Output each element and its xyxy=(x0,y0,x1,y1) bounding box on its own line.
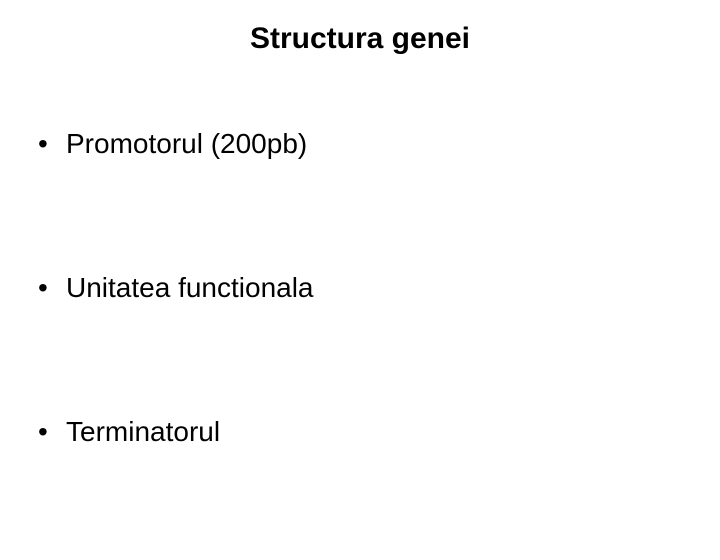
bullet-marker-icon: • xyxy=(38,272,66,304)
bullet-text: Promotorul (200pb) xyxy=(66,128,307,160)
list-item: • Terminatorul xyxy=(38,416,678,448)
bullet-text: Unitatea functionala xyxy=(66,272,314,304)
bullet-list: • Promotorul (200pb) • Unitatea function… xyxy=(38,128,678,560)
list-item: • Unitatea functionala xyxy=(38,272,678,304)
bullet-marker-icon: • xyxy=(38,416,66,448)
bullet-marker-icon: • xyxy=(38,128,66,160)
list-item: • Promotorul (200pb) xyxy=(38,128,678,160)
bullet-text: Terminatorul xyxy=(66,416,220,448)
slide-title: Structura genei xyxy=(0,22,720,56)
